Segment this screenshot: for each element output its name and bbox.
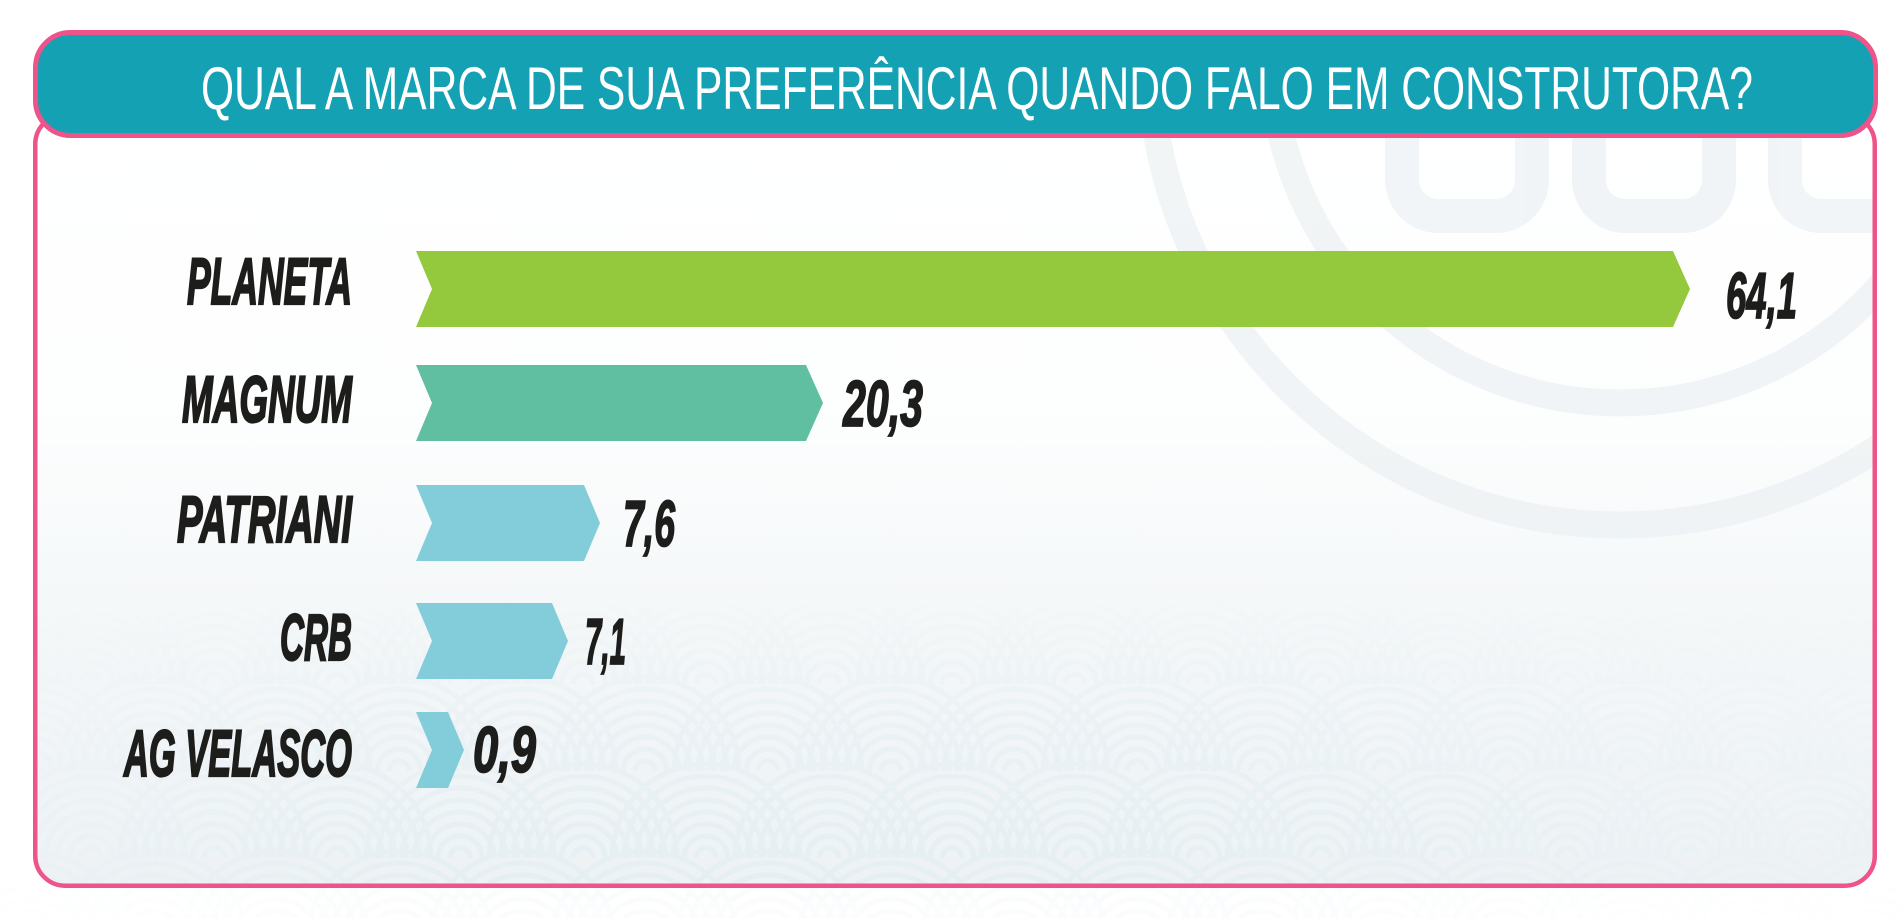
svg-text:PLANETA: PLANETA (187, 244, 352, 318)
svg-text:0,9: 0,9 (473, 713, 536, 786)
svg-text:CRB: CRB (280, 600, 352, 674)
svg-text:AG VELASCO: AG VELASCO (123, 716, 352, 790)
svg-text:7,1: 7,1 (585, 605, 626, 678)
svg-text:QUAL A MARCA DE SUA PREFERÊNCI: QUAL A MARCA DE SUA PREFERÊNCIA QUANDO F… (201, 55, 1753, 122)
svg-text:64,1: 64,1 (1726, 259, 1797, 332)
svg-text:20,3: 20,3 (842, 367, 923, 440)
svg-text:MAGNUM: MAGNUM (182, 362, 353, 436)
svg-text:PATRIANI: PATRIANI (177, 482, 353, 556)
svg-text:7,6: 7,6 (623, 487, 675, 560)
